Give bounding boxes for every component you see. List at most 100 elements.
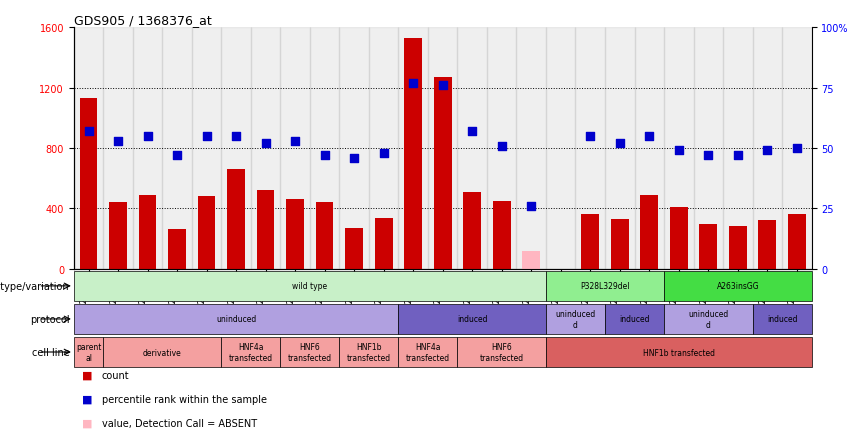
Bar (641, 195, 658, 269)
Point (790, 145, 804, 152)
Bar (457, 337, 546, 368)
Bar (729, 226, 746, 269)
Bar (103, 337, 221, 368)
Point (111, 138, 125, 145)
Bar (227, 170, 245, 269)
Bar (605, 304, 664, 335)
Text: HNF6
transfected: HNF6 transfected (480, 342, 523, 362)
Point (377, 150, 391, 157)
Text: GDS905 / 1368376_at: GDS905 / 1368376_at (74, 14, 212, 27)
Text: uninduced
d: uninduced d (688, 309, 728, 329)
Point (229, 133, 243, 140)
Bar (487, 28, 516, 269)
Bar (109, 203, 127, 269)
Bar (74, 28, 103, 269)
Bar (103, 28, 133, 269)
Bar (457, 28, 487, 269)
Bar (664, 304, 753, 335)
Text: HNF6
transfected: HNF6 transfected (288, 342, 332, 362)
Point (672, 148, 686, 155)
Bar (664, 28, 694, 269)
Point (465, 128, 479, 135)
Bar (133, 28, 162, 269)
Text: A263insGG: A263insGG (716, 282, 760, 291)
Text: uninduced: uninduced (216, 315, 256, 324)
Text: HNF1b
transfected: HNF1b transfected (347, 342, 391, 362)
Bar (316, 203, 333, 269)
Bar (605, 28, 635, 269)
Bar (162, 28, 192, 269)
Bar (280, 337, 339, 368)
Bar (582, 215, 599, 269)
Point (318, 152, 332, 159)
Point (583, 133, 597, 140)
Bar (575, 28, 605, 269)
Point (347, 155, 361, 162)
Bar (753, 28, 782, 269)
Bar (339, 337, 398, 368)
Bar (546, 271, 664, 302)
Bar (280, 28, 310, 269)
Bar (398, 28, 428, 269)
Text: count: count (102, 370, 129, 380)
Bar (546, 28, 575, 269)
Point (259, 140, 273, 147)
Bar (251, 28, 280, 269)
Point (170, 152, 184, 159)
Bar (398, 337, 457, 368)
Bar (464, 192, 481, 269)
Text: cell line: cell line (32, 347, 69, 357)
Bar (345, 228, 363, 269)
Bar (286, 200, 304, 269)
Point (82, 128, 95, 135)
Point (288, 138, 302, 145)
Text: uninduced
d: uninduced d (556, 309, 595, 329)
Text: HNF1b transfected: HNF1b transfected (643, 348, 714, 357)
Bar (516, 28, 546, 269)
Point (200, 133, 214, 140)
Text: induced: induced (619, 315, 650, 324)
Bar (434, 78, 451, 269)
Bar (74, 337, 103, 368)
Bar (310, 28, 339, 269)
Bar (139, 195, 156, 269)
Text: parent
al: parent al (76, 342, 102, 362)
Text: protocol: protocol (30, 314, 69, 324)
Bar (546, 337, 812, 368)
Point (731, 152, 745, 159)
Bar (428, 28, 457, 269)
Text: percentile rank within the sample: percentile rank within the sample (102, 394, 266, 404)
Bar (670, 207, 687, 269)
Text: ■: ■ (82, 394, 93, 404)
Bar (759, 221, 776, 269)
Bar (493, 201, 510, 269)
Bar (782, 28, 812, 269)
Point (701, 152, 715, 159)
Bar (339, 28, 369, 269)
Bar (74, 271, 546, 302)
Bar (375, 219, 392, 269)
Bar (700, 225, 717, 269)
Bar (788, 215, 806, 269)
Point (406, 80, 420, 87)
Bar (523, 251, 540, 269)
Point (436, 82, 450, 89)
Bar (74, 304, 398, 335)
Text: ■: ■ (82, 370, 93, 380)
Text: P328L329del: P328L329del (580, 282, 630, 291)
Bar (198, 197, 215, 269)
Text: induced: induced (457, 315, 488, 324)
Text: genotype/variation: genotype/variation (0, 281, 69, 291)
Bar (192, 28, 221, 269)
Bar (635, 28, 664, 269)
Point (613, 140, 627, 147)
Text: HNF4a
transfected: HNF4a transfected (229, 342, 273, 362)
Point (642, 133, 656, 140)
Text: ■: ■ (82, 418, 93, 428)
Bar (694, 28, 723, 269)
Bar (404, 39, 422, 269)
Bar (257, 191, 274, 269)
Text: value, Detection Call = ABSENT: value, Detection Call = ABSENT (102, 418, 257, 428)
Point (760, 148, 774, 155)
Bar (611, 220, 628, 269)
